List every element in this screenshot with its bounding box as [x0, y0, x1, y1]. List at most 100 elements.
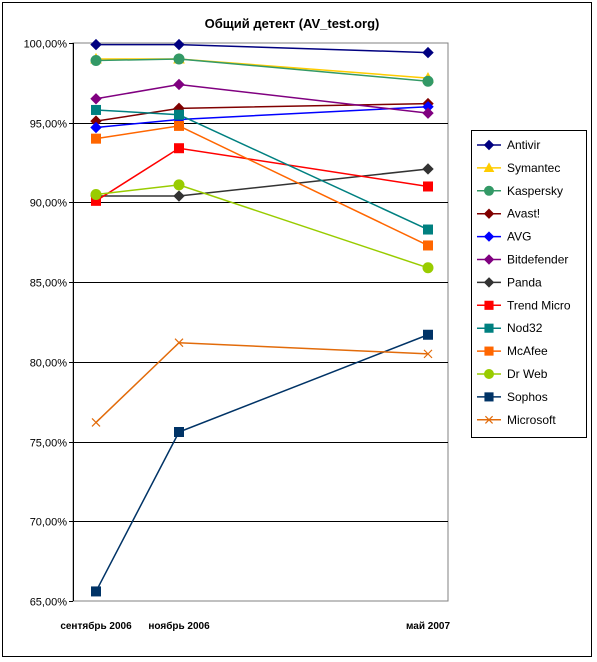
series-line [95, 106, 429, 129]
legend-label: AVG [507, 230, 531, 244]
marker-circle [90, 188, 102, 200]
marker-square [423, 181, 433, 192]
y-tick-label: 90,00% [30, 198, 68, 210]
marker-square [484, 323, 494, 333]
marker-diamond [173, 38, 185, 51]
series-line [95, 58, 429, 83]
series-line [95, 334, 429, 592]
marker-diamond [483, 208, 495, 219]
marker-diamond [483, 139, 495, 151]
legend-label: Kaspersky [507, 184, 563, 198]
marker-diamond [90, 93, 102, 105]
x-axis-tick-labels: сентябрь 2006 ноябрь 2006 май 2007 [60, 620, 450, 632]
y-tick-label: 75,00% [30, 438, 68, 450]
legend-label: McAfee [507, 344, 548, 358]
legend-item: Avast! [477, 207, 540, 221]
legend-label: Antivir [507, 138, 540, 152]
legend-item: McAfee [477, 344, 548, 358]
series-dr-web [90, 179, 434, 274]
series-microsoft [91, 338, 433, 427]
marker-diamond [422, 107, 434, 119]
legend-item: Sophos [477, 390, 548, 404]
x-tick-label: ноябрь 2006 [148, 620, 210, 632]
series-line [95, 184, 429, 269]
x-tick-label: сентябрь 2006 [60, 620, 132, 632]
plot-series [90, 38, 434, 597]
marker-x [91, 418, 101, 427]
marker-square [174, 427, 184, 438]
marker-x [174, 338, 184, 348]
y-tick-label: 85,00% [30, 278, 68, 290]
marker-square [423, 240, 433, 251]
marker-diamond [90, 38, 102, 51]
series-sophos [91, 329, 433, 597]
legend-label: Symantec [507, 161, 560, 175]
series-antivir [90, 38, 434, 59]
legend-item: Antivir [477, 138, 540, 152]
series-line [96, 168, 429, 197]
x-tick-label: май 2007 [406, 621, 450, 632]
legend-label: Sophos [507, 390, 548, 404]
y-tick-label: 80,00% [30, 358, 68, 370]
series-line [95, 125, 429, 247]
legend-item: Dr Web [477, 367, 548, 381]
series-line [96, 58, 429, 79]
series-mcafee [91, 120, 433, 251]
marker-square [174, 109, 184, 120]
marker-square [423, 224, 433, 235]
marker-diamond [422, 163, 434, 175]
marker-circle [422, 262, 434, 274]
marker-circle [422, 75, 434, 87]
marker-x [484, 415, 494, 424]
legend-item: Panda [477, 275, 542, 289]
marker-diamond [483, 231, 495, 242]
plot-area-border [72, 42, 449, 602]
chart-title: Общий детект (AV_test.org) [205, 16, 380, 31]
marker-square [484, 392, 494, 402]
legend-item: Microsoft [477, 413, 556, 427]
series-bitdefender [90, 78, 434, 119]
line-chart: Общий детект (AV_test.org) 65,00% 70,00% 7… [24, 16, 587, 632]
legend-item: AVG [477, 230, 531, 244]
series-line [96, 43, 429, 54]
legend-label: Trend Micro [507, 298, 571, 312]
legend-item: Trend Micro [477, 298, 571, 312]
marker-square [484, 300, 494, 310]
marker-x [423, 349, 433, 359]
y-tick-label: 70,00% [30, 517, 68, 529]
marker-diamond [422, 46, 434, 59]
marker-diamond [90, 121, 102, 134]
marker-circle [173, 53, 185, 65]
series-kaspersky [90, 53, 434, 87]
legend-label: Microsoft [507, 413, 556, 427]
marker-square [174, 120, 184, 131]
legend-label: Bitdefender [507, 253, 568, 267]
marker-diamond [173, 190, 185, 202]
marker-square [91, 586, 101, 597]
legend-item: Nod32 [477, 321, 543, 335]
y-tick-label: 95,00% [30, 119, 68, 131]
legend-label: Nod32 [507, 321, 543, 335]
marker-square [174, 143, 184, 154]
legend-item: Bitdefender [477, 253, 568, 267]
marker-circle [173, 179, 185, 191]
legend-item: Symantec [477, 161, 560, 175]
y-tick-label: 100,00% [24, 39, 68, 51]
marker-square [91, 133, 101, 144]
marker-square [484, 346, 494, 356]
legend-label: Avast! [507, 207, 540, 221]
marker-diamond [173, 78, 185, 91]
marker-square [91, 104, 101, 115]
marker-triangle [483, 162, 495, 172]
marker-diamond [483, 254, 495, 265]
gridlines [69, 42, 449, 602]
marker-circle [484, 185, 494, 196]
legend: Antivir Symantec Kaspersky Avast! AVG Bitdefe… [471, 130, 587, 438]
marker-circle [90, 55, 102, 67]
marker-circle [484, 369, 494, 379]
series-panda [90, 163, 434, 202]
chart-frame: Общий детект (AV_test.org) 65,00% 70,00% 7… [2, 2, 592, 657]
series-nod32 [91, 104, 433, 235]
legend-label: Panda [507, 275, 542, 289]
marker-square [423, 329, 433, 340]
